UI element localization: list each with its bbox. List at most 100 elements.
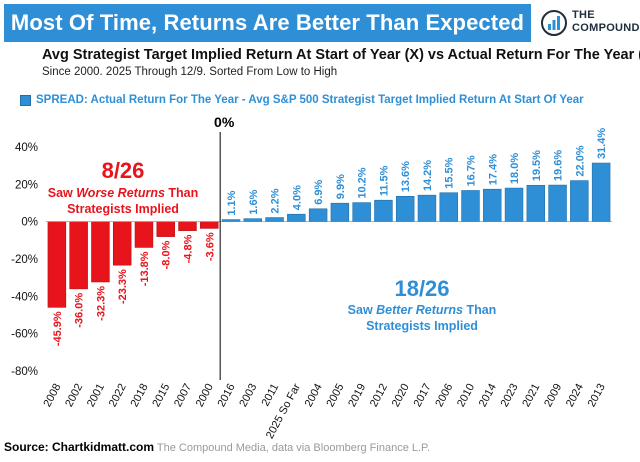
source-label: Source: Chartkidmatt.com bbox=[4, 440, 155, 454]
x-category-label: 2020 bbox=[390, 382, 412, 409]
x-category-label: 2003 bbox=[237, 382, 259, 409]
worse-emph: Worse Returns bbox=[76, 186, 165, 200]
bar-value-label: 19.5% bbox=[531, 150, 543, 181]
x-category-label: 2016 bbox=[216, 382, 238, 409]
legend: SPREAD: Actual Return For The Year - Avg… bbox=[20, 94, 584, 106]
bar-2019 bbox=[352, 202, 371, 222]
bar-value-label: 17.4% bbox=[487, 154, 499, 185]
bar-value-label: 2.2% bbox=[270, 188, 282, 213]
bar-value-label: 31.4% bbox=[596, 128, 608, 159]
x-category-label: 2021 bbox=[520, 382, 542, 409]
source-line: Source: Chartkidmatt.com The Compound Me… bbox=[4, 440, 430, 454]
x-category-label: 2018 bbox=[129, 382, 151, 409]
bar-value-label: -8.0% bbox=[161, 240, 173, 269]
bar-2003 bbox=[243, 218, 263, 222]
bar-2004 bbox=[308, 208, 328, 222]
bar-value-label: 6.9% bbox=[313, 179, 325, 204]
bar-value-label: 14.2% bbox=[422, 160, 434, 191]
bar-2007 bbox=[178, 221, 197, 231]
zero-marker-label: 0% bbox=[214, 114, 235, 130]
bar-2024 bbox=[570, 180, 589, 222]
x-category-label: 2007 bbox=[172, 382, 194, 409]
x-category-label: 2004 bbox=[303, 382, 325, 409]
logo-text-line2: COMPOUND bbox=[572, 22, 640, 34]
x-category-label: 2009 bbox=[542, 382, 564, 409]
bar-2000 bbox=[200, 221, 219, 229]
better-suffix: Than bbox=[463, 303, 496, 317]
bar-value-label: 11.5% bbox=[378, 165, 390, 196]
bar-value-label: 9.9% bbox=[335, 174, 347, 199]
x-category-label: 2008 bbox=[41, 382, 63, 409]
worse-prefix: Saw bbox=[48, 186, 77, 200]
bar-value-label: -32.3% bbox=[95, 286, 107, 321]
bar-value-label: -45.9% bbox=[52, 311, 64, 346]
bar-value-label: -4.8% bbox=[183, 234, 195, 263]
y-tick-label: -80% bbox=[11, 366, 38, 378]
bar-2021 bbox=[526, 184, 546, 222]
x-category-label: 2014 bbox=[477, 382, 499, 409]
y-tick-label: 0% bbox=[21, 217, 38, 229]
bar-2002 bbox=[69, 221, 88, 290]
bar-value-label: 10.2% bbox=[357, 167, 369, 198]
bar-2022 bbox=[112, 221, 132, 266]
x-category-label: 2012 bbox=[368, 382, 390, 409]
worse-annotation-line2: Strategists Implied bbox=[67, 202, 179, 216]
x-category-label: 2019 bbox=[346, 382, 368, 409]
source-detail: The Compound Media, data via Bloomberg F… bbox=[154, 442, 431, 454]
legend-swatch bbox=[20, 94, 31, 106]
bar-2012 bbox=[374, 199, 393, 222]
x-category-label: 2006 bbox=[433, 382, 455, 409]
compound-logo bbox=[541, 10, 567, 36]
x-category-label: 2022 bbox=[107, 382, 129, 409]
logo-text: THE COMPOUND bbox=[572, 9, 640, 35]
bar-2013 bbox=[591, 162, 611, 222]
bar-value-label: -3.6% bbox=[204, 232, 216, 261]
bar-2008 bbox=[47, 221, 67, 308]
better-annotation-line2: Strategists Implied bbox=[366, 319, 478, 333]
bar-value-label: 22.0% bbox=[574, 145, 586, 176]
worse-suffix: Than bbox=[165, 186, 198, 200]
x-category-label: 2015 bbox=[150, 382, 172, 409]
bar-labels: -45.9% -36.0% -32.3% -23.3% -13.8% -8.0% -4.8%… bbox=[52, 128, 608, 347]
bar-2011 bbox=[265, 217, 284, 222]
bar-2006 bbox=[439, 192, 458, 222]
bar-value-label: 16.7% bbox=[466, 155, 478, 186]
bar-2010 bbox=[461, 190, 480, 222]
bar-value-label: -13.8% bbox=[139, 251, 151, 286]
y-tick-label: 40% bbox=[15, 142, 38, 154]
bar-2009 bbox=[548, 184, 567, 222]
bar-2023 bbox=[504, 187, 524, 222]
better-annotation-line1: Saw Better Returns Than bbox=[348, 303, 497, 317]
bar-value-label: 1.1% bbox=[226, 190, 238, 215]
chart-title: Most Of Time, Returns Are Better Than Ex… bbox=[4, 4, 531, 42]
bar-2017 bbox=[417, 194, 437, 222]
x-category-label: 2002 bbox=[63, 382, 85, 409]
legend-label: SPREAD: Actual Return For The Year - Avg… bbox=[36, 94, 584, 106]
chart-note: Since 2000. 2025 Through 12/9. Sorted Fr… bbox=[42, 66, 338, 78]
x-category-label: 2013 bbox=[586, 382, 608, 409]
bar-2005 bbox=[330, 202, 350, 222]
x-category-label: 2010 bbox=[455, 382, 477, 409]
y-axis: 40% 20% 0% -20% -40% -60% -80% bbox=[11, 142, 38, 378]
x-category-label: 2005 bbox=[324, 382, 346, 409]
bar-value-label: 4.0% bbox=[291, 185, 303, 210]
bar-value-label: 1.6% bbox=[248, 189, 260, 214]
x-category-label: 2024 bbox=[564, 382, 586, 409]
bars bbox=[46, 162, 612, 308]
better-emph: Better Returns bbox=[376, 303, 463, 317]
x-category-label: 2011 bbox=[260, 382, 282, 409]
bar-2014 bbox=[483, 188, 502, 222]
worse-count-label: 8/26 bbox=[102, 158, 145, 183]
bar-2025-so-far bbox=[287, 213, 306, 222]
x-category-label: 2001 bbox=[85, 382, 107, 409]
y-tick-label: -20% bbox=[11, 254, 38, 266]
bar-value-label: 19.6% bbox=[553, 150, 565, 181]
x-category-label: 2023 bbox=[499, 382, 521, 409]
bar-2015 bbox=[156, 221, 175, 237]
better-count-label: 18/26 bbox=[394, 276, 449, 301]
y-tick-label: -40% bbox=[11, 291, 38, 303]
bar-2020 bbox=[395, 195, 415, 222]
x-category-label: 2017 bbox=[412, 382, 434, 409]
bar-value-label: 18.0% bbox=[509, 153, 521, 184]
